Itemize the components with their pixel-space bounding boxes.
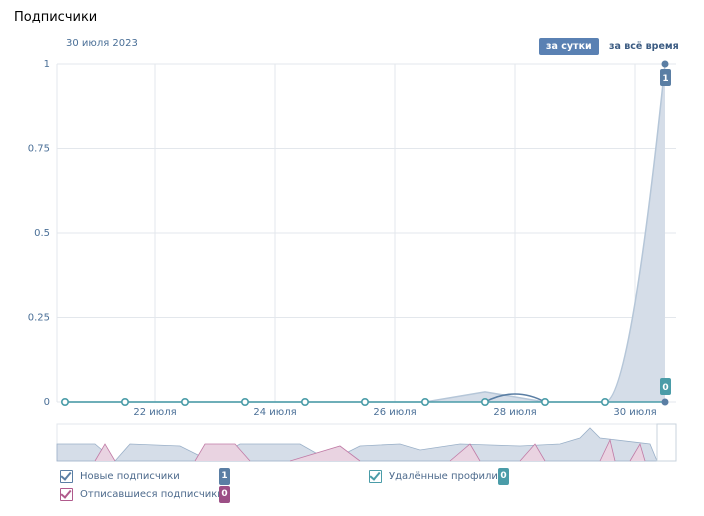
legend-deleted[interactable]: Удалённые профили bbox=[369, 470, 498, 483]
data-point-end-one bbox=[661, 60, 669, 68]
y-tick-label: 0.75 bbox=[28, 144, 50, 155]
data-point bbox=[241, 397, 250, 406]
data-point bbox=[181, 397, 190, 406]
data-point bbox=[360, 397, 369, 406]
x-tick-label: 30 июля bbox=[613, 407, 656, 418]
data-point-end-zero bbox=[661, 398, 669, 406]
end-label-box bbox=[660, 69, 671, 86]
y-tick-label: 0.25 bbox=[28, 313, 50, 324]
period-all-button[interactable]: за всё время bbox=[609, 41, 679, 52]
legend-unsub-label: Отписавшиеся подписчики bbox=[80, 489, 224, 500]
legend-deleted-label: Удалённые профили bbox=[389, 471, 498, 482]
x-tick-label: 26 июля bbox=[373, 407, 416, 418]
data-point bbox=[420, 397, 429, 406]
navigator-new-area bbox=[56, 427, 658, 462]
x-tick-label: 28 июля bbox=[493, 407, 536, 418]
x-tick-label: 22 июля bbox=[133, 407, 176, 418]
checkbox-icon[interactable] bbox=[369, 470, 382, 483]
period-day-button[interactable]: за сутки bbox=[539, 38, 599, 55]
legend-deleted-value: 0 bbox=[498, 468, 509, 485]
legend-new[interactable]: Новые подписчики bbox=[60, 470, 180, 483]
legend-unsub-value: 0 bbox=[219, 486, 230, 503]
legend-new-value: 1 bbox=[219, 468, 230, 485]
end-label: 0 bbox=[662, 383, 668, 393]
data-point bbox=[540, 397, 549, 406]
end-label-box bbox=[660, 378, 671, 395]
navigator-handle bbox=[656, 423, 677, 462]
data-point bbox=[600, 397, 609, 406]
x-tick-label: 24 июля bbox=[253, 407, 296, 418]
data-point bbox=[60, 397, 69, 406]
end-label: 1 bbox=[662, 74, 668, 84]
navigator-unsub-area bbox=[94, 438, 646, 462]
y-tick-label: 0.5 bbox=[34, 228, 50, 239]
checkbox-icon[interactable] bbox=[60, 488, 73, 501]
data-point bbox=[300, 397, 309, 406]
legend-new-label: Новые подписчики bbox=[80, 471, 180, 482]
page-title: Подписчики bbox=[14, 10, 98, 25]
data-point bbox=[480, 397, 489, 406]
legend-unsub[interactable]: Отписавшиеся подписчики bbox=[60, 488, 224, 501]
chart-date: 30 июля 2023 bbox=[66, 38, 138, 49]
checkbox-icon[interactable] bbox=[60, 470, 73, 483]
data-point bbox=[121, 397, 130, 406]
y-tick-label: 1 bbox=[44, 59, 50, 70]
series-new-bump bbox=[484, 393, 546, 403]
y-tick-label: 0 bbox=[44, 397, 50, 408]
